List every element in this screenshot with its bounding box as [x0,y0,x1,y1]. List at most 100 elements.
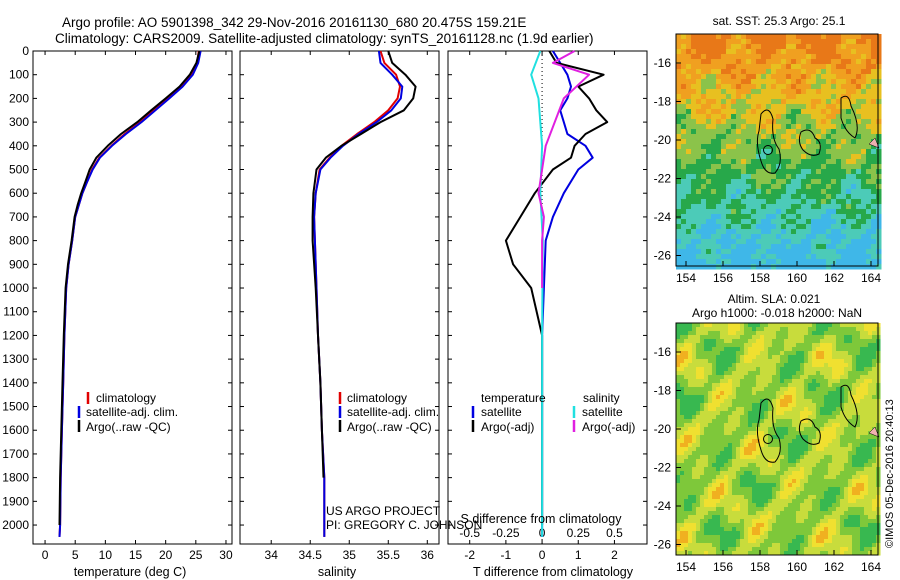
map-cell [676,119,682,125]
map-cell [680,407,685,412]
map-cell [801,204,807,210]
map-cell [826,179,832,185]
map-cell [852,511,857,516]
map-cell [741,74,747,80]
map-cell [751,89,757,95]
map-cell [796,189,802,195]
map-cell [772,415,777,420]
map-cell [684,347,689,352]
map-cell [832,419,837,424]
map-cell [740,363,745,368]
map-cell [756,254,762,260]
map-cell [832,379,837,384]
map-cell [691,99,697,105]
map-cell [841,254,847,260]
map-cell [746,194,752,200]
map-cell [826,104,832,110]
map-cell [751,174,757,180]
map-cell [704,455,709,460]
map-cell [876,129,882,135]
map-cell [876,184,882,190]
map-cell [732,395,737,400]
map-cell [700,467,705,472]
map-cell [706,259,712,265]
map-cell [776,447,781,452]
map-cell [786,139,792,145]
map-cell [704,327,709,332]
map-cell [712,511,717,516]
map-cell [821,104,827,110]
map-cell [796,399,801,404]
map-cell [860,363,865,368]
map-cell [746,239,752,245]
map-cell [721,144,727,150]
map-cell [701,134,707,140]
map-cell [756,189,762,195]
map-cell [788,379,793,384]
map-cell [706,214,712,220]
map-cell [706,94,712,100]
map-cell [752,323,757,328]
map-cell [826,79,832,85]
map-cell [840,475,845,480]
map-cell [680,339,685,344]
map-cell [811,199,817,205]
map-cell [836,507,841,512]
map-cell [716,154,722,160]
map-cell [756,244,762,250]
map-cell [866,109,872,115]
map-cell [692,371,697,376]
map-cell [760,503,765,508]
map-cell [860,339,865,344]
map-cell [751,144,757,150]
map-cell [706,179,712,185]
map-cell [796,403,801,408]
map-cell [801,209,807,215]
map-cell [844,339,849,344]
map-cell [856,109,862,115]
map-cell [692,523,697,528]
map-cell [796,139,802,145]
map-cell [741,164,747,170]
map-cell [816,435,821,440]
map-cell [760,539,765,544]
map-cell [741,249,747,255]
map-cell [741,79,747,85]
map-cell [864,347,869,352]
map-cell [768,451,773,456]
map-cell [876,59,882,65]
map-cell [840,423,845,428]
argo-float-marker [763,145,773,155]
map-cell [844,515,849,520]
map-cell [716,451,721,456]
map-cell [856,507,861,512]
map-cell [676,239,682,245]
map-cell [712,479,717,484]
map-cell [741,229,747,235]
map-cell [832,371,837,376]
map-cell [686,249,692,255]
map-cell [721,49,727,55]
map-cell [860,479,865,484]
map-cell [856,335,861,340]
map-cell [788,443,793,448]
map-cell [688,419,693,424]
map-cell [836,335,841,340]
map-cell [761,244,767,250]
map-cell [716,204,722,210]
map-cell [784,475,789,480]
map-cell [828,483,833,488]
map-cell [840,387,845,392]
map-cell [746,229,752,235]
map-cell [796,84,802,90]
map-cell [736,343,741,348]
map-cell [821,254,827,260]
map-cell [771,89,777,95]
map-cell [772,343,777,348]
map-cell [796,331,801,336]
map-cell [756,199,762,205]
map-cell [824,531,829,536]
map-cell [792,495,797,500]
map-cell [751,64,757,70]
map-cell [868,391,873,396]
